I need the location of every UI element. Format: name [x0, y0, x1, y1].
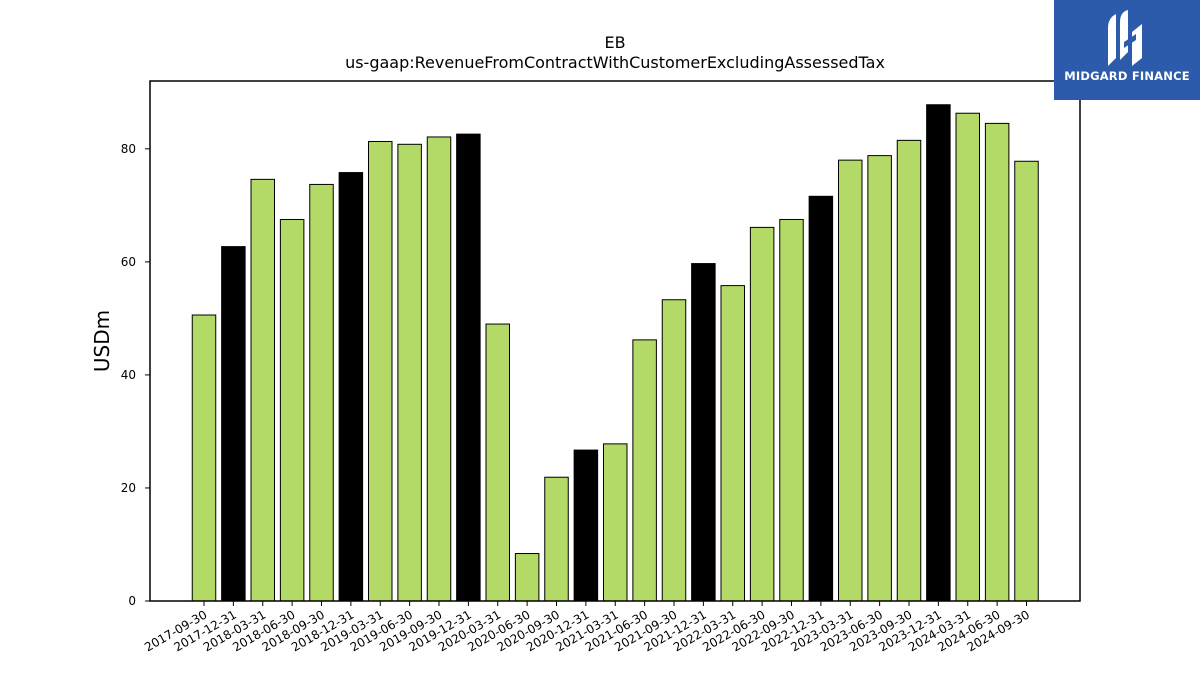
x-ticks-group: 2017-09-302017-12-312018-03-312018-06-30… — [142, 601, 1032, 654]
bar-2018-06-30 — [279, 218, 305, 602]
bar-2019-03-31 — [368, 140, 393, 602]
bar-2021-03-31 — [603, 443, 628, 602]
bar-2024-03-31 — [955, 112, 980, 602]
bar-2022-03-31 — [720, 285, 745, 602]
bar-2017-09-30 — [191, 314, 217, 602]
y-axis-label: USDm — [90, 310, 114, 372]
midgard-logo-icon — [1108, 10, 1142, 66]
y-tick-label: 0 — [128, 594, 136, 608]
bars-group — [191, 104, 1039, 602]
logo-text: MIDGARD FINANCE — [1064, 69, 1190, 83]
bar-2018-09-30 — [309, 183, 334, 602]
bar-2019-12-31 — [456, 133, 481, 602]
bar-2022-12-31 — [808, 195, 834, 602]
bar-2021-09-30 — [661, 299, 687, 602]
bar-2021-12-31 — [691, 263, 716, 602]
bar-2023-12-31 — [926, 104, 951, 602]
bar-2020-06-30 — [514, 553, 540, 602]
bar-2023-03-31 — [838, 159, 863, 602]
bar-2021-06-30 — [632, 339, 657, 602]
bar-2018-03-31 — [250, 178, 275, 602]
bar-2019-09-30 — [426, 136, 452, 602]
chart-title: EB — [604, 33, 625, 52]
plot-frame — [149, 80, 1081, 602]
bar-2020-09-30 — [544, 476, 569, 602]
y-ticks-group: 0 20 40 60 80 — [121, 142, 150, 608]
midgard-finance-logo: MIDGARD FINANCE — [1054, 0, 1200, 100]
bar-2019-06-30 — [397, 143, 422, 602]
y-tick-label: 20 — [121, 481, 136, 495]
bar-2023-09-30 — [896, 139, 922, 602]
bar-2018-12-31 — [338, 172, 364, 602]
bar-2024-06-30 — [984, 122, 1010, 602]
chart-subtitle: us-gaap:RevenueFromContractWithCustomerE… — [345, 53, 885, 72]
y-tick-label: 40 — [121, 368, 136, 382]
y-tick-label: 60 — [121, 255, 136, 269]
bar-2020-03-31 — [485, 323, 510, 602]
bar-2022-06-30 — [749, 226, 775, 602]
bar-2024-09-30 — [1014, 160, 1039, 602]
bar-2017-12-31 — [221, 246, 246, 602]
y-tick-label: 80 — [121, 142, 136, 156]
bar-2023-06-30 — [867, 155, 892, 602]
bar-2020-12-31 — [573, 449, 599, 602]
bar-2022-09-30 — [779, 218, 804, 602]
